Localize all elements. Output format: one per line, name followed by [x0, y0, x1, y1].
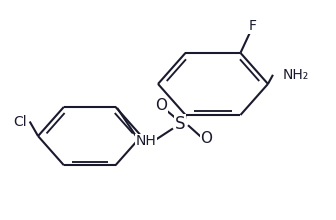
Text: NH₂: NH₂: [283, 68, 309, 82]
Text: Cl: Cl: [13, 115, 27, 129]
Text: O: O: [155, 98, 167, 113]
Text: O: O: [200, 131, 212, 146]
Text: S: S: [174, 115, 185, 133]
Text: NH: NH: [136, 134, 157, 148]
Text: F: F: [249, 19, 257, 33]
